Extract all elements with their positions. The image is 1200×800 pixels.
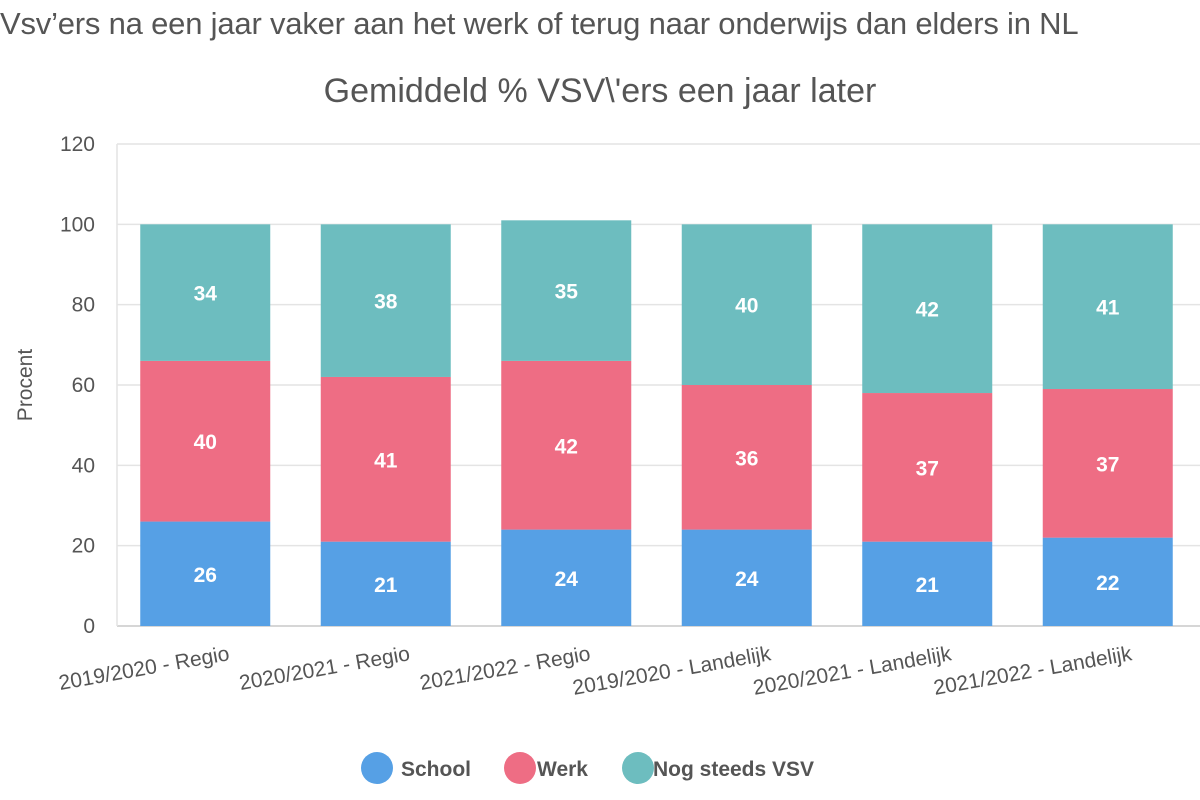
bar-segment[interactable] [320,376,451,542]
y-tick-label: 60 [72,374,95,397]
bar-segment[interactable] [320,224,451,377]
x-tick-label: 2020/2021 - Regio [237,642,411,695]
bar-segment[interactable] [501,529,632,626]
data-label: 24 [735,568,759,591]
data-label: 36 [735,447,758,470]
bar-segment[interactable] [1042,224,1173,390]
bar-segment[interactable] [862,224,993,394]
data-label: 40 [735,295,758,318]
bar-segment[interactable] [140,521,271,626]
data-label: 40 [194,431,217,454]
bar-segment[interactable] [1042,537,1173,626]
data-label: 41 [1096,297,1120,320]
page-title: Vsv’ers na een jaar vaker aan het werk o… [0,6,1079,41]
bar-stack: 22 37 41 [1042,224,1173,626]
bar-stack: 21 41 38 [320,224,451,626]
legend[interactable]: School Werk Nog steeds VSV [361,752,814,784]
data-label: 37 [1096,453,1119,476]
grid-lines [116,143,1200,627]
legend-label: School [401,758,471,781]
bar-segment[interactable] [681,224,812,385]
y-axis-label: Procent [14,349,37,422]
x-tick-label: 2021/2022 - Regio [418,642,592,695]
bar-stack: 24 42 35 [501,220,632,626]
x-tick-label: 2021/2022 - Landelijk [932,642,1134,700]
x-axis-labels: 2019/2020 - Regio 2020/2021 - Regio 2021/2… [57,642,1134,700]
data-label: 41 [374,449,398,472]
y-tick-label: 80 [72,294,95,317]
data-label: 34 [194,283,218,306]
y-tick-label: 100 [60,213,95,236]
data-label: 21 [374,574,398,597]
bar-stack: 24 36 40 [681,224,812,626]
x-tick-label: 2019/2020 - Landelijk [571,642,773,700]
bar-segment[interactable] [320,541,451,626]
bar-segment[interactable] [862,393,993,542]
bar-segment[interactable] [501,360,632,530]
bar-segment[interactable] [1042,389,1173,538]
legend-item[interactable]: Nog steeds VSV [622,752,814,784]
x-tick-label: 2019/2020 - Regio [57,642,231,695]
bar-segment[interactable] [681,385,812,530]
data-label: 42 [555,435,578,458]
data-label: 26 [194,564,217,587]
bar-segment[interactable] [681,529,812,626]
x-tick-label: 2020/2021 - Landelijk [751,642,953,700]
legend-item[interactable]: Werk [504,752,588,784]
bars: 26 40 34 21 41 38 24 42 35 24 36 40 21 37 42 22 37 41 [140,220,1173,626]
bar-stack: 21 37 42 [862,224,993,626]
legend-label: Nog steeds VSV [653,758,814,781]
legend-item[interactable]: School [361,752,471,784]
legend-marker [504,752,536,784]
data-label: 37 [916,457,939,480]
data-label: 38 [374,291,398,314]
legend-marker [622,752,654,784]
data-label: 24 [555,568,579,591]
data-label: 42 [916,299,939,322]
y-tick-label: 120 [60,133,95,156]
bar-segment[interactable] [501,220,632,361]
data-label: 21 [916,574,940,597]
y-tick-label: 40 [72,454,95,477]
bar-segment[interactable] [140,360,271,522]
bar-stack: 26 40 34 [140,224,271,626]
data-label: 35 [555,281,579,304]
chart-title: Gemiddeld % VSV\'ers een jaar later [324,72,877,110]
y-tick-label: 0 [83,615,95,638]
y-tick-label: 20 [72,535,95,558]
bar-segment[interactable] [862,541,993,626]
legend-marker [361,752,393,784]
data-label: 22 [1096,572,1119,595]
legend-label: Werk [537,758,588,781]
y-axis-ticks: 0 20 40 60 80 100 120 [60,133,95,638]
bar-segment[interactable] [140,224,271,361]
